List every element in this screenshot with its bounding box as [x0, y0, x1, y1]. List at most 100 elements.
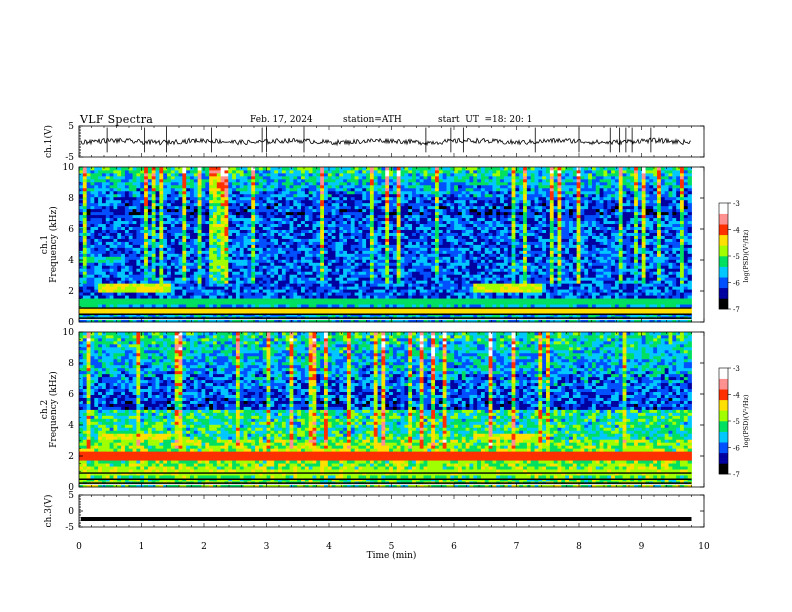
- ch3-waveform-ytick-label: 5: [68, 491, 74, 501]
- colorbar-tick-label: -4: [733, 392, 740, 400]
- ch1-waveform-ytick-label: -5: [65, 153, 74, 163]
- colorbar-cell: [719, 461, 728, 464]
- colorbar-cell: [719, 445, 728, 448]
- colorbar-tick-label: -7: [733, 306, 740, 314]
- xtick-label: 9: [639, 542, 645, 552]
- colorbar-cell: [719, 211, 728, 214]
- colorbar-cell: [719, 392, 728, 395]
- xtick-label: 10: [698, 542, 710, 552]
- ch1-spectrogram-ytick-label: 8: [68, 194, 74, 204]
- colorbar-cell: [719, 277, 728, 280]
- colorbar-tick-label: -3: [733, 200, 740, 208]
- colorbar-cell: [719, 426, 728, 429]
- colorbar-cell: [719, 398, 728, 401]
- ch2-spectrogram-ytick-label: 10: [63, 328, 75, 338]
- colorbar-cell: [719, 456, 728, 459]
- colorbar-cell: [719, 218, 728, 221]
- colorbar-cell: [719, 231, 728, 234]
- colorbar-cell: [719, 250, 728, 253]
- colorbar-cell: [719, 406, 728, 409]
- x-axis-label: Time (min): [367, 550, 417, 561]
- colorbar-tick-label: -7: [733, 471, 740, 479]
- colorbar-cell: [719, 259, 728, 262]
- ch1-spectrogram-ytick-label: 0: [68, 318, 74, 328]
- colorbar-cell: [719, 413, 728, 416]
- colorbar-cell: [719, 440, 728, 443]
- ch1-spectrogram-ylabel: Frequency (kHz): [48, 206, 59, 283]
- xtick-label: 8: [576, 542, 582, 552]
- colorbar-cell: [719, 305, 728, 308]
- colorbar-cell: [719, 468, 728, 471]
- colorbar-cell: [719, 470, 728, 473]
- colorbar-cell: [719, 421, 728, 424]
- colorbar-cell: [719, 368, 728, 371]
- colorbar-cell: [719, 282, 728, 285]
- colorbar-cell: [719, 428, 728, 431]
- colorbar-cell: [719, 417, 728, 420]
- ch2-spectrogram-ytick-label: 0: [68, 483, 74, 493]
- colorbar-cell: [719, 227, 728, 230]
- colorbar-tick-label: -3: [733, 365, 740, 373]
- ch1-waveform-ylabel: ch.1(V): [43, 125, 54, 158]
- colorbar-cell: [719, 229, 728, 232]
- colorbar-label: log(PSD)(V²/Hz): [742, 394, 750, 447]
- colorbar-cell: [719, 224, 728, 227]
- xtick-label: 5: [389, 542, 395, 552]
- colorbar-tick-label: -6: [733, 280, 740, 288]
- colorbar-cell: [719, 210, 728, 213]
- ch1-spectrogram-ytick-label: 10: [63, 163, 75, 173]
- colorbar-cell: [719, 245, 728, 248]
- colorbar-cell: [719, 206, 728, 209]
- colorbar-cell: [719, 451, 728, 454]
- colorbar-cell: [719, 380, 728, 383]
- ch1-spectrogram-ytick-label: 4: [68, 256, 74, 266]
- colorbar-cell: [719, 419, 728, 422]
- colorbar-cell: [719, 294, 728, 297]
- colorbar-cell: [719, 371, 728, 374]
- colorbar-cell: [719, 261, 728, 264]
- colorbar-cell: [719, 248, 728, 251]
- colorbar-cell: [719, 438, 728, 441]
- colorbar-cell: [719, 458, 728, 461]
- colorbar-cell: [719, 234, 728, 237]
- colorbar-cell: [719, 263, 728, 266]
- colorbar-cell: [719, 429, 728, 432]
- colorbar-cell: [719, 452, 728, 455]
- colorbar-cell: [719, 247, 728, 250]
- colorbar-tick-label: -5: [733, 418, 740, 426]
- station-label: station=ATH: [343, 115, 402, 125]
- colorbar-cell: [719, 390, 728, 394]
- colorbar-cell: [719, 301, 728, 304]
- ch3-waveform-ytick-label: -5: [65, 523, 74, 533]
- colorbar-cell: [719, 375, 728, 378]
- colorbar-cell: [719, 256, 728, 259]
- colorbar-cell: [719, 236, 728, 239]
- colorbar-cell: [719, 463, 728, 466]
- ch2-spectrogram-ylabel: Frequency (kHz): [48, 371, 59, 448]
- ch1-spectrogram-narrowband-lines: [79, 307, 692, 320]
- colorbar-cell: [719, 284, 728, 287]
- colorbar-cell: [719, 369, 728, 372]
- colorbar-cell: [719, 387, 728, 390]
- ch2-spectrogram-ylabel: ch.2: [40, 400, 50, 419]
- ch2-spectrogram-cells: [79, 332, 692, 488]
- xtick-label: 2: [201, 542, 207, 552]
- colorbar-cell: [719, 405, 728, 408]
- colorbar-cell: [719, 264, 728, 267]
- colorbar-cell: [719, 252, 728, 255]
- ch1-spectrogram-ylabel: ch.1: [40, 235, 50, 254]
- ch2-spectrogram-ytick-label: 2: [68, 452, 74, 462]
- colorbar-cell: [719, 289, 728, 292]
- colorbar-cell: [719, 291, 728, 294]
- colorbar-cell: [719, 449, 728, 452]
- ch2-spectrogram-narrowband-lines: [79, 472, 692, 485]
- date-label: Feb. 17, 2024: [250, 115, 313, 125]
- colorbar-cell: [719, 389, 728, 392]
- ch3-waveform-ytick-label: 0: [68, 507, 74, 517]
- colorbar-cell: [719, 204, 728, 207]
- colorbar-cell: [719, 435, 728, 438]
- colorbar-cell: [719, 271, 728, 274]
- ch3-waveform-ylabel: ch.3(V): [43, 495, 54, 528]
- start-time-value: 18: 20: 1: [492, 115, 533, 125]
